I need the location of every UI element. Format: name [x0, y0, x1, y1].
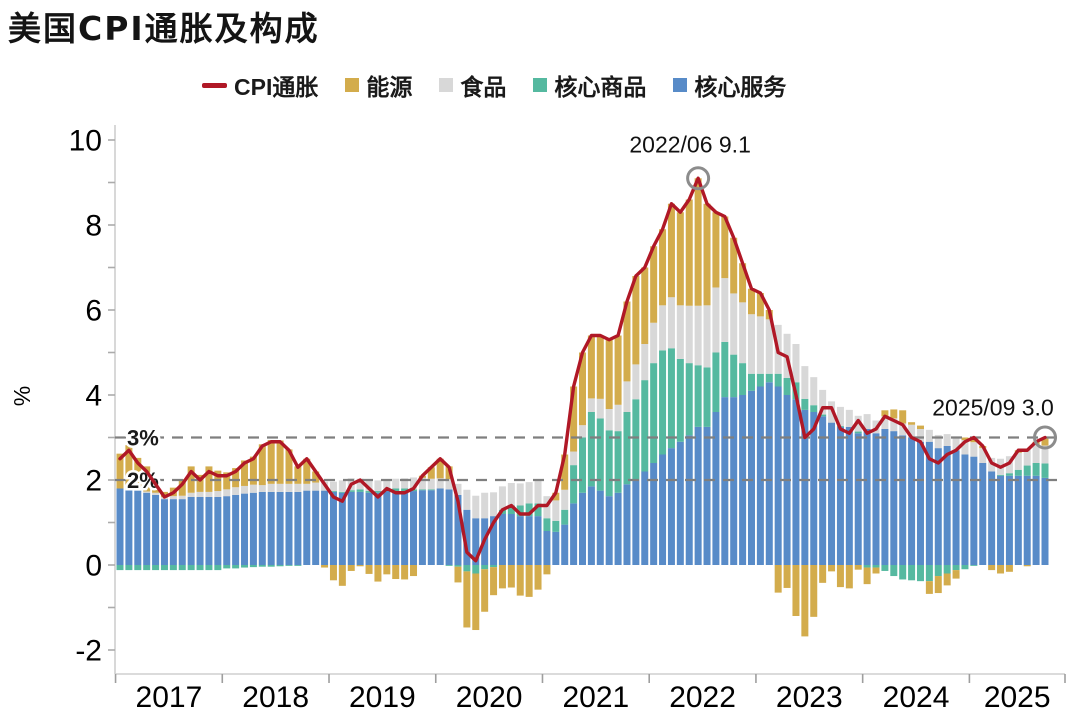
svg-text:2022: 2022: [669, 681, 736, 714]
cpi-line-swatch: [202, 82, 227, 88]
legend-item-cpi: CPI通胀: [202, 68, 318, 102]
x-axis-labels: 2017 2018 2019 2020 2021 2022 2023 2024 2025: [136, 681, 1051, 714]
svg-text:2025/09 3.0: 2025/09 3.0: [932, 395, 1054, 421]
y-axis-labels: -2 0 2 4 6 8 10: [69, 125, 102, 668]
core-services-swatch: [673, 78, 688, 92]
svg-text:2017: 2017: [136, 681, 203, 714]
legend-item-energy: 能源: [345, 68, 412, 102]
svg-text:10: 10: [69, 125, 102, 158]
stacked-bars: [116, 178, 1049, 637]
legend-label-core-goods: 核心商品: [554, 74, 647, 100]
svg-text:2021: 2021: [562, 681, 629, 714]
svg-text:2%: 2%: [127, 468, 159, 493]
y-axis-title: %: [9, 386, 35, 406]
legend-label-energy: 能源: [366, 74, 413, 100]
svg-text:8: 8: [85, 210, 102, 243]
energy-swatch: [345, 78, 360, 92]
chart-title: 美国CPI通胀及构成: [8, 9, 320, 48]
svg-text:2020: 2020: [456, 681, 523, 714]
svg-text:2018: 2018: [242, 681, 309, 714]
legend: CPI通胀 能源 食品 核心商品 核心服务: [202, 70, 786, 100]
svg-text:0: 0: [85, 550, 102, 583]
core-goods-swatch: [533, 78, 548, 92]
svg-text:2022/06 9.1: 2022/06 9.1: [629, 131, 751, 157]
svg-text:2025: 2025: [984, 681, 1051, 714]
svg-text:4: 4: [85, 380, 102, 413]
legend-label-food: 食品: [460, 74, 507, 100]
svg-text:2024: 2024: [883, 681, 950, 714]
legend-label-core-services: 核心服务: [694, 74, 787, 100]
cpi-line: [118, 176, 1047, 563]
svg-text:2023: 2023: [776, 681, 843, 714]
svg-text:2: 2: [85, 465, 102, 498]
reference-lines: 3% 2%: [115, 423, 1065, 496]
legend-label-cpi: CPI通胀: [234, 74, 319, 100]
svg-text:6: 6: [85, 295, 102, 328]
svg-text:3%: 3%: [127, 426, 159, 451]
svg-text:2019: 2019: [349, 681, 416, 714]
legend-item-food: 食品: [439, 68, 506, 102]
svg-text:-2: -2: [75, 635, 102, 668]
annotations: 2022/06 9.1 2025/09 3.0: [627, 129, 1057, 450]
legend-item-core-services: 核心服务: [673, 68, 786, 102]
axes: [108, 125, 1066, 683]
legend-item-core-goods: 核心商品: [533, 68, 646, 102]
food-swatch: [439, 78, 454, 92]
